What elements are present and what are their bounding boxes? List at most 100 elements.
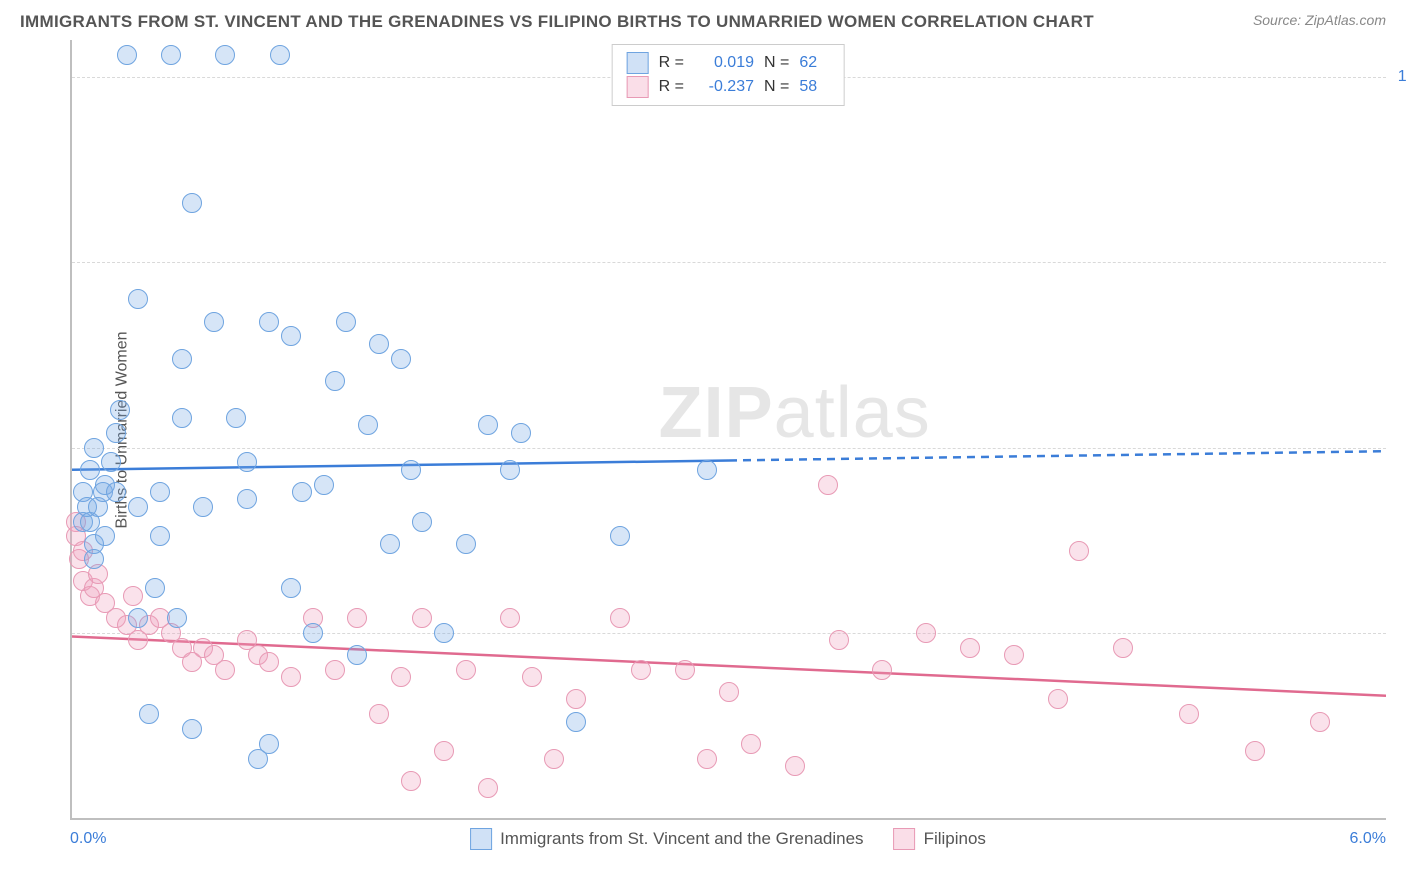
marker-s1 (128, 608, 148, 628)
marker-s2 (1069, 541, 1089, 561)
marker-s2 (1113, 638, 1133, 658)
n-value-2: 58 (799, 75, 829, 99)
marker-s1 (215, 45, 235, 65)
marker-s2 (1179, 704, 1199, 724)
marker-s2 (719, 682, 739, 702)
marker-s2 (544, 749, 564, 769)
marker-s1 (259, 734, 279, 754)
marker-s1 (84, 438, 104, 458)
marker-s1 (161, 45, 181, 65)
marker-s2 (566, 689, 586, 709)
marker-s2 (369, 704, 389, 724)
n-value-1: 62 (799, 51, 829, 75)
marker-s1 (128, 497, 148, 517)
r-label-2: R = (659, 75, 684, 99)
marker-s1 (150, 482, 170, 502)
marker-s2 (1310, 712, 1330, 732)
marker-s1 (110, 400, 130, 420)
marker-s2 (434, 741, 454, 761)
n-label-1: N = (764, 51, 789, 75)
legend-stats-box: R = 0.019 N = 62 R = -0.237 N = 58 (612, 44, 845, 106)
legend-stats-row-1: R = 0.019 N = 62 (627, 51, 830, 75)
marker-s2 (675, 660, 695, 680)
y-tick-label: 100.0% (1398, 68, 1406, 86)
marker-s2 (631, 660, 651, 680)
legend-label-s1: Immigrants from St. Vincent and the Gren… (500, 829, 863, 849)
marker-s1 (292, 482, 312, 502)
marker-s1 (336, 312, 356, 332)
marker-s1 (511, 423, 531, 443)
chart-header: IMMIGRANTS FROM ST. VINCENT AND THE GREN… (0, 0, 1406, 40)
marker-s1 (325, 371, 345, 391)
marker-s1 (80, 460, 100, 480)
marker-s2 (500, 608, 520, 628)
marker-s1 (172, 349, 192, 369)
marker-s1 (84, 549, 104, 569)
marker-s1 (182, 193, 202, 213)
marker-s1 (314, 475, 334, 495)
marker-s2 (872, 660, 892, 680)
legend-label-s2: Filipinos (924, 829, 986, 849)
marker-s1 (303, 623, 323, 643)
marker-s2 (522, 667, 542, 687)
marker-s2 (281, 667, 301, 687)
watermark-atlas: atlas (774, 373, 931, 453)
marker-s2 (347, 608, 367, 628)
marker-s2 (412, 608, 432, 628)
legend-item-s1: Immigrants from St. Vincent and the Gren… (470, 828, 863, 850)
r-value-2: -0.237 (694, 75, 754, 99)
marker-s1 (566, 712, 586, 732)
marker-s1 (500, 460, 520, 480)
marker-s1 (167, 608, 187, 628)
marker-s2 (123, 586, 143, 606)
marker-s2 (391, 667, 411, 687)
legend-bottom: Immigrants from St. Vincent and the Gren… (470, 828, 986, 850)
marker-s2 (785, 756, 805, 776)
marker-s1 (150, 526, 170, 546)
plot-area: Births to Unmarried Women ZIPatlas 25.0%… (70, 40, 1386, 820)
marker-s1 (139, 704, 159, 724)
marker-s1 (697, 460, 717, 480)
marker-s1 (237, 489, 257, 509)
marker-s1 (117, 45, 137, 65)
marker-s1 (281, 578, 301, 598)
marker-s1 (456, 534, 476, 554)
x-tick-left: 0.0% (70, 830, 106, 848)
marker-s1 (193, 497, 213, 517)
marker-s1 (106, 482, 126, 502)
marker-s2 (259, 652, 279, 672)
source-name: ZipAtlas.com (1305, 12, 1386, 28)
marker-s1 (434, 623, 454, 643)
marker-s2 (697, 749, 717, 769)
marker-s1 (347, 645, 367, 665)
marker-s2 (215, 660, 235, 680)
marker-s1 (380, 534, 400, 554)
marker-s1 (412, 512, 432, 532)
r-label-1: R = (659, 51, 684, 75)
marker-s1 (145, 578, 165, 598)
marker-s2 (610, 608, 630, 628)
chart-source: Source: ZipAtlas.com (1253, 12, 1386, 28)
marker-s1 (401, 460, 421, 480)
gridline (72, 633, 1386, 634)
marker-s2 (1245, 741, 1265, 761)
marker-s1 (101, 452, 121, 472)
x-tick-right: 6.0% (1350, 830, 1386, 848)
marker-s2 (818, 475, 838, 495)
marker-s1 (270, 45, 290, 65)
marker-s2 (829, 630, 849, 650)
watermark-zip: ZIP (659, 373, 774, 453)
legend-bottom-swatch-s2-icon (894, 828, 916, 850)
marker-s2 (1004, 645, 1024, 665)
marker-s1 (172, 408, 192, 428)
marker-s2 (401, 771, 421, 791)
legend-bottom-swatch-s1-icon (470, 828, 492, 850)
gridline (72, 448, 1386, 449)
legend-swatch-s2-icon (627, 76, 649, 98)
chart-title: IMMIGRANTS FROM ST. VINCENT AND THE GREN… (20, 12, 1094, 32)
marker-s2 (1048, 689, 1068, 709)
gridline (72, 262, 1386, 263)
marker-s1 (259, 312, 279, 332)
marker-s2 (325, 660, 345, 680)
source-prefix: Source: (1253, 12, 1305, 28)
